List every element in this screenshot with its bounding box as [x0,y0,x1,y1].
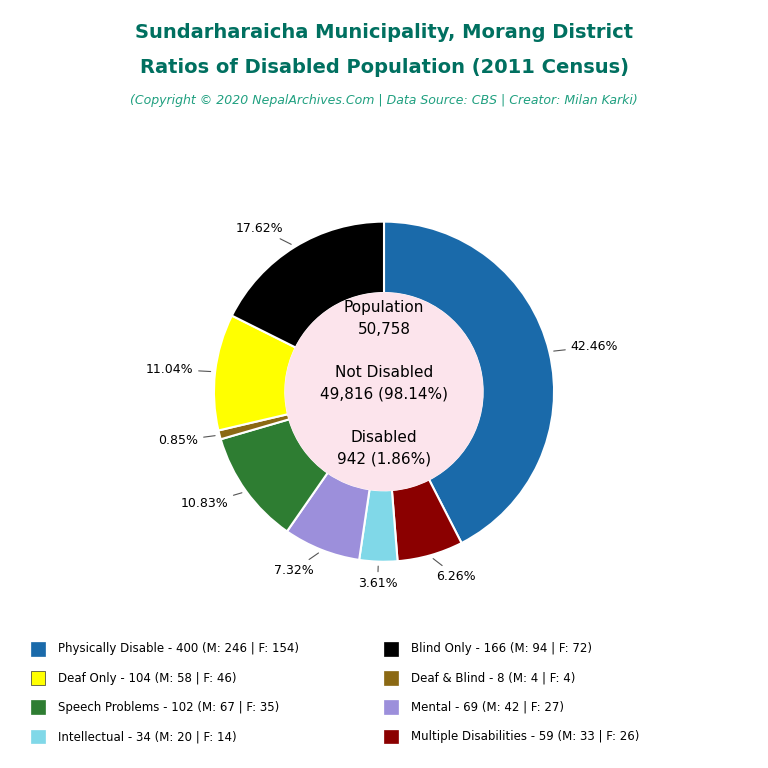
Text: Intellectual - 34 (M: 20 | F: 14): Intellectual - 34 (M: 20 | F: 14) [58,730,237,743]
Text: Multiple Disabilities - 59 (M: 33 | F: 26): Multiple Disabilities - 59 (M: 33 | F: 2… [411,730,639,743]
Text: Deaf Only - 104 (M: 58 | F: 46): Deaf Only - 104 (M: 58 | F: 46) [58,672,236,684]
Text: 42.46%: 42.46% [554,340,618,353]
Text: 3.61%: 3.61% [358,566,397,591]
Wedge shape [218,414,290,439]
Wedge shape [392,479,462,561]
Text: Mental - 69 (M: 42 | F: 27): Mental - 69 (M: 42 | F: 27) [411,701,564,713]
Text: Population
50,758

Not Disabled
49,816 (98.14%)

Disabled
942 (1.86%): Population 50,758 Not Disabled 49,816 (9… [320,300,448,466]
Text: 7.32%: 7.32% [273,553,319,577]
Text: 6.26%: 6.26% [433,558,476,583]
Circle shape [286,293,482,490]
Text: 17.62%: 17.62% [235,222,291,244]
Wedge shape [214,316,296,431]
Text: Deaf & Blind - 8 (M: 4 | F: 4): Deaf & Blind - 8 (M: 4 | F: 4) [411,672,575,684]
Text: 0.85%: 0.85% [158,434,215,447]
Wedge shape [287,472,369,560]
Text: 11.04%: 11.04% [145,362,210,376]
Wedge shape [359,489,398,561]
Wedge shape [384,222,554,543]
Text: Ratios of Disabled Population (2011 Census): Ratios of Disabled Population (2011 Cens… [140,58,628,77]
Wedge shape [220,419,328,531]
Wedge shape [232,222,384,348]
Text: (Copyright © 2020 NepalArchives.Com | Data Source: CBS | Creator: Milan Karki): (Copyright © 2020 NepalArchives.Com | Da… [130,94,638,107]
Text: Blind Only - 166 (M: 94 | F: 72): Blind Only - 166 (M: 94 | F: 72) [411,643,592,655]
Text: Speech Problems - 102 (M: 67 | F: 35): Speech Problems - 102 (M: 67 | F: 35) [58,701,279,713]
Text: Physically Disable - 400 (M: 246 | F: 154): Physically Disable - 400 (M: 246 | F: 15… [58,643,299,655]
Text: 10.83%: 10.83% [180,493,242,511]
Text: Sundarharaicha Municipality, Morang District: Sundarharaicha Municipality, Morang Dist… [135,23,633,42]
